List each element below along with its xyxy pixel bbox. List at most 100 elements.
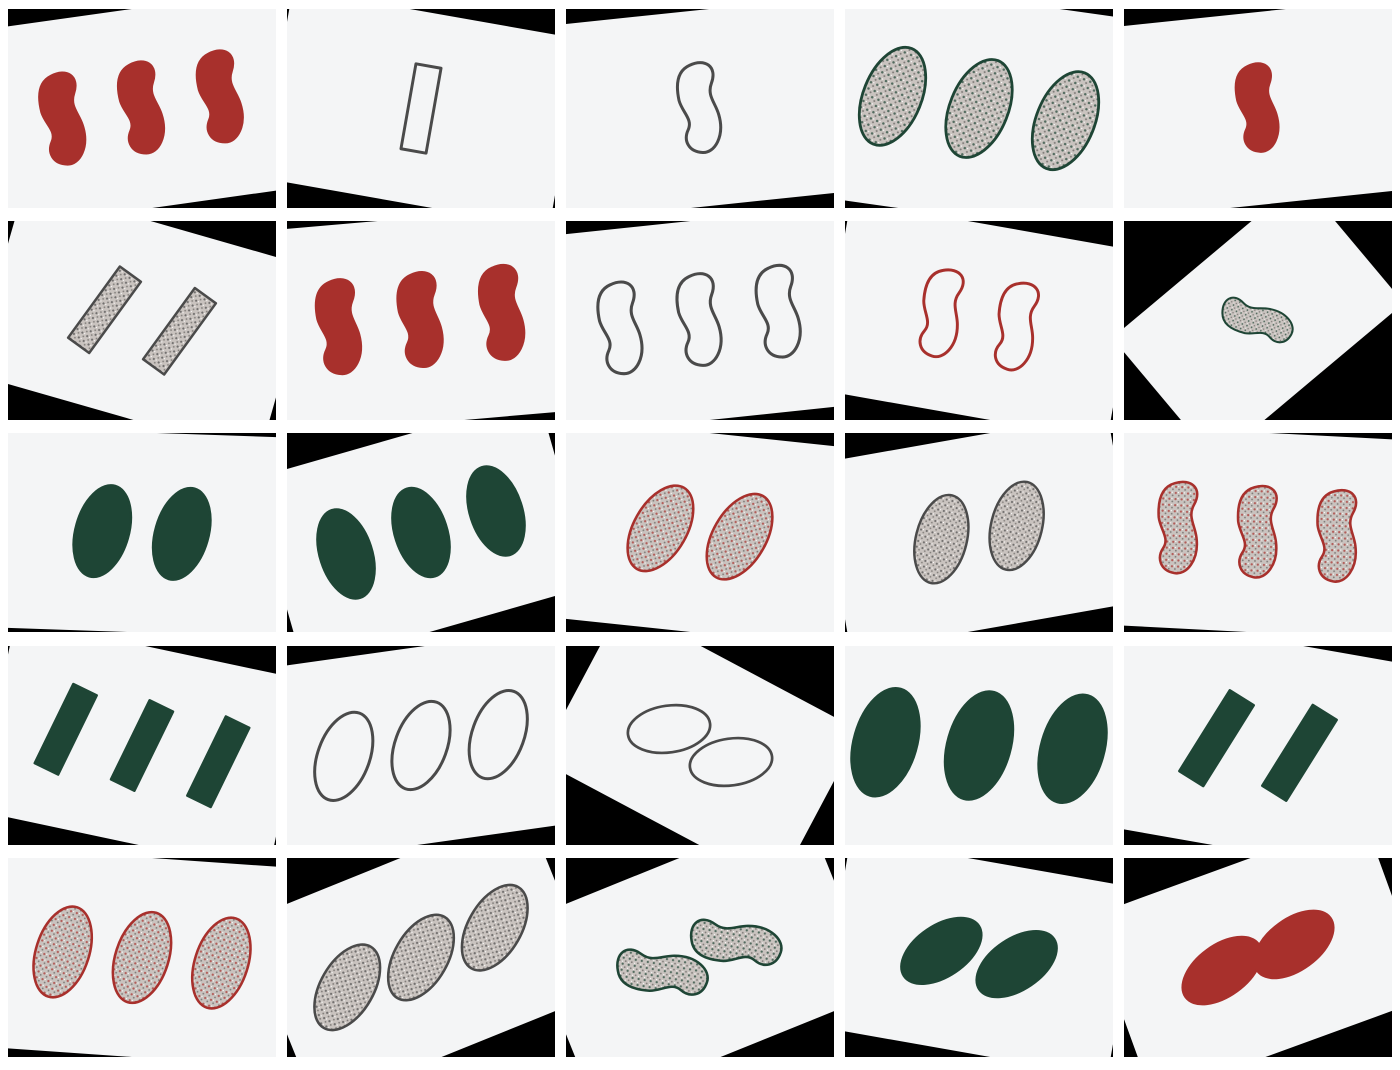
card — [845, 433, 1113, 632]
squiggle-symbol — [993, 281, 1040, 372]
card-photo — [287, 221, 555, 420]
oval-symbol — [391, 486, 451, 579]
squiggle-symbol — [918, 268, 965, 359]
squiggle-symbol — [675, 272, 723, 367]
oval-symbol — [390, 699, 452, 792]
oval-symbol — [190, 916, 252, 1010]
squiggle-symbol — [477, 263, 526, 361]
diamond-symbol — [109, 699, 175, 792]
squiggle-symbol — [754, 263, 802, 359]
card — [566, 221, 834, 420]
diamond-symbol — [186, 715, 251, 809]
squiggle-symbol — [1221, 296, 1294, 344]
oval-symbol — [705, 492, 774, 581]
card-photo — [1124, 9, 1392, 208]
diamond-symbol — [33, 682, 98, 776]
squiggle-symbol — [1236, 484, 1278, 579]
card — [287, 646, 555, 845]
oval-symbol — [313, 943, 382, 1032]
oval-symbol — [943, 690, 1015, 801]
squiggle-symbol — [116, 60, 165, 155]
card-tile — [1124, 9, 1392, 208]
oval-symbol — [151, 486, 212, 581]
card — [845, 221, 1113, 420]
card — [287, 9, 555, 208]
squiggle-symbol — [1234, 62, 1280, 153]
oval-symbol — [857, 45, 928, 147]
card-photo — [566, 646, 834, 845]
card — [566, 858, 834, 1057]
oval-symbol — [975, 930, 1058, 999]
card — [8, 433, 276, 632]
oval-symbol — [913, 493, 970, 585]
oval-symbol — [988, 480, 1045, 572]
oval-symbol — [900, 916, 983, 985]
card-tile — [845, 858, 1113, 1057]
oval-symbol — [32, 905, 94, 999]
squiggle-symbol — [314, 278, 362, 376]
oval-symbol — [944, 58, 1014, 159]
card-tile — [1124, 858, 1392, 1057]
card-photo — [1124, 221, 1392, 420]
card-photo — [845, 646, 1113, 845]
oval-symbol — [626, 484, 695, 573]
squiggle-symbol — [616, 948, 709, 996]
diamond-symbol — [141, 286, 218, 376]
oval-symbol — [466, 465, 526, 557]
card — [845, 858, 1113, 1057]
card-photo — [1124, 646, 1392, 845]
squiggle-symbol — [675, 61, 723, 154]
oval-symbol — [1253, 909, 1335, 980]
oval-symbol — [626, 703, 712, 755]
card-photo — [566, 9, 834, 208]
card-photo — [566, 433, 834, 632]
card-tile — [566, 9, 834, 208]
squiggle-symbol — [396, 270, 444, 369]
card-photo — [1124, 433, 1392, 632]
oval-symbol — [72, 484, 133, 579]
card-tile — [8, 221, 276, 420]
squiggle-symbol — [38, 71, 87, 166]
card-tile — [8, 646, 276, 845]
squiggle-symbol — [689, 918, 783, 967]
card-tile — [1124, 433, 1392, 632]
card-tile — [8, 433, 276, 632]
card-photo — [8, 221, 276, 420]
card-photo — [845, 221, 1113, 420]
diamond-symbol — [66, 265, 143, 355]
card-tile — [1124, 646, 1392, 845]
card-tile — [287, 9, 555, 208]
card-photo — [8, 433, 276, 632]
oval-symbol — [850, 686, 921, 798]
card-photo — [566, 858, 834, 1057]
card-photo — [287, 858, 555, 1057]
card-tile — [287, 221, 555, 420]
oval-symbol — [1037, 693, 1108, 805]
card-tile — [566, 858, 834, 1057]
card-tile — [566, 433, 834, 632]
squiggle-symbol — [596, 280, 644, 376]
card-tile — [845, 646, 1113, 845]
card-tile — [845, 221, 1113, 420]
oval-symbol — [313, 710, 375, 802]
oval-symbol — [688, 736, 774, 788]
card-photo — [845, 433, 1113, 632]
oval-symbol — [316, 508, 376, 600]
squiggle-symbol — [1157, 480, 1199, 575]
oval-symbol — [111, 910, 173, 1005]
diamond-symbol — [1261, 703, 1338, 802]
squiggle-symbol — [195, 49, 244, 144]
card — [566, 433, 834, 632]
card-tile — [845, 433, 1113, 632]
oval-symbol — [467, 689, 529, 781]
card-photo — [845, 9, 1113, 208]
card-photo — [8, 646, 276, 845]
card-photo — [566, 221, 834, 420]
card-photo — [1124, 858, 1392, 1057]
card-photo — [287, 433, 555, 632]
card — [566, 646, 834, 845]
oval-symbol — [386, 913, 456, 1002]
diamond-symbol — [399, 62, 443, 155]
card-photo — [8, 9, 276, 208]
